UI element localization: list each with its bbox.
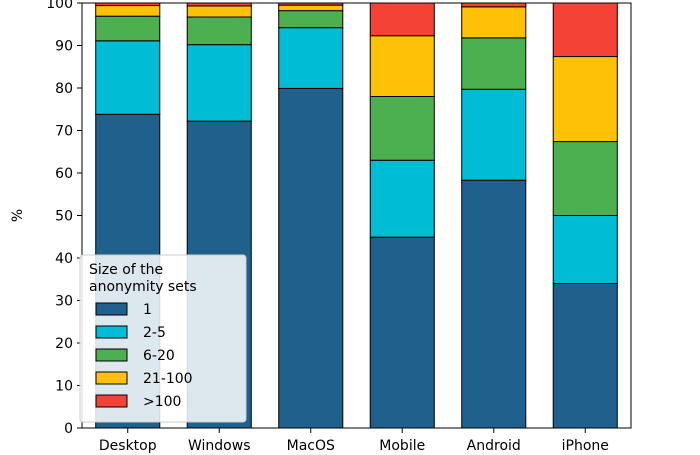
bar-segment: [369, 35, 435, 97]
legend-swatch: [95, 348, 128, 362]
legend-label: 2-5: [143, 325, 166, 341]
bar-segment: [186, 44, 252, 122]
legend-swatch: [95, 371, 128, 385]
x-tick-label: Desktop: [99, 438, 157, 454]
bar-segment: [278, 87, 344, 429]
bar-segment: [552, 141, 618, 216]
y-tick-label: 40: [55, 251, 73, 267]
legend-swatch: [95, 302, 128, 316]
bar-segment: [95, 5, 161, 17]
x-tick-label: Mobile: [379, 438, 425, 454]
bar-segment: [186, 16, 252, 46]
bar-segment: [552, 215, 618, 284]
bar-segment: [461, 179, 527, 429]
y-tick-label: 20: [55, 336, 73, 352]
y-tick-label: 0: [64, 421, 73, 437]
bar-segment: [186, 5, 252, 18]
bar-segment: [552, 283, 618, 429]
x-tick-label: Android: [467, 438, 521, 454]
bar-segment: [369, 159, 435, 238]
bar-segment: [461, 2, 527, 8]
bar-segment: [369, 2, 435, 37]
legend-swatch: [95, 325, 128, 339]
legend-label: 6-20: [143, 348, 175, 364]
y-axis-label: %: [10, 209, 26, 222]
legend-label: 1: [143, 302, 152, 318]
legend-label: 21-100: [143, 371, 193, 387]
bar-segment: [95, 40, 161, 115]
bars-layer: [95, 2, 618, 429]
bar-segment: [95, 15, 161, 42]
legend-swatch: [95, 394, 128, 408]
bar-segment: [552, 2, 618, 58]
bar-segment: [461, 6, 527, 39]
y-tick-label: 30: [55, 294, 73, 310]
y-tick-label: 70: [55, 124, 73, 140]
x-tick-label: Windows: [188, 438, 251, 454]
x-axis: Desktop Windows MacOS Mobile Android iPhone: [99, 428, 609, 454]
bar-segment: [369, 96, 435, 161]
legend-title: Size of the: [89, 262, 163, 278]
legend-title: anonymity sets: [89, 279, 197, 295]
y-tick-label: 100: [46, 0, 73, 12]
bar-segment: [278, 4, 344, 12]
y-tick-label: 80: [55, 81, 73, 97]
x-tick-label: MacOS: [287, 438, 335, 454]
y-tick-label: 50: [55, 209, 73, 225]
bar-segment: [461, 88, 527, 181]
bar-segment: [461, 37, 527, 90]
x-tick-label: iPhone: [562, 438, 609, 454]
y-tick-label: 60: [55, 166, 73, 182]
bar-segment: [369, 236, 435, 429]
y-tick-label: 10: [55, 379, 73, 395]
bar-segment: [278, 10, 344, 29]
y-tick-label: 90: [55, 39, 73, 55]
y-axis: 0 10 20 30 40 50 60 70 80 90 100: [46, 0, 82, 437]
bar-segment: [278, 27, 344, 89]
legend-label: >100: [143, 394, 181, 410]
bar-segment: [552, 56, 618, 143]
